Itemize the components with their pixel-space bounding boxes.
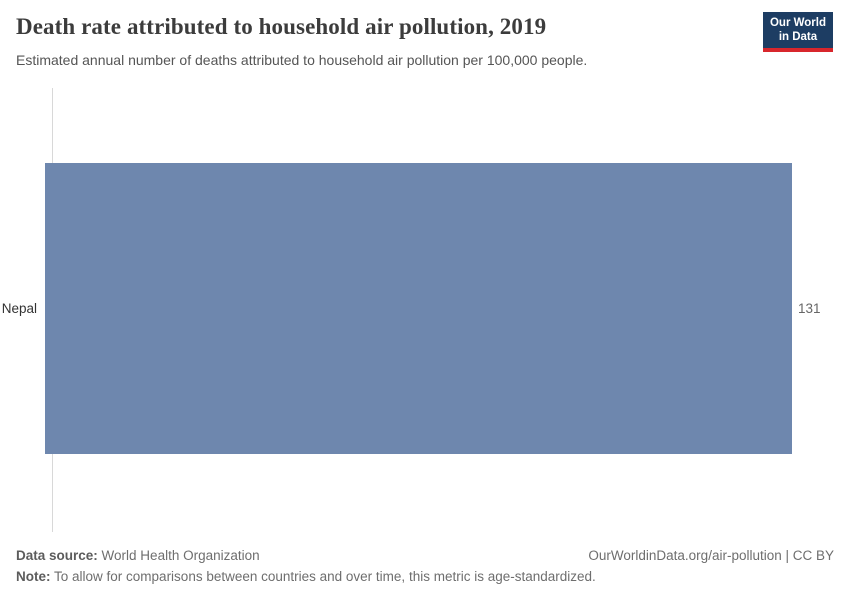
- data-source-value: World Health Organization: [101, 548, 260, 563]
- bar-track: [45, 163, 792, 454]
- note-value: To allow for comparisons between countri…: [54, 569, 596, 584]
- bar-nepal[interactable]: [45, 163, 792, 454]
- data-source-label: Data source:: [16, 548, 98, 563]
- bar-row: Nepal 131: [0, 163, 850, 454]
- footer-data-source: Data source: World Health Organization: [16, 548, 260, 563]
- owid-logo-line2: in Data: [778, 30, 818, 43]
- chart-plot-area: Nepal 131: [0, 88, 850, 532]
- chart-subtitle: Estimated annual number of deaths attrib…: [16, 52, 588, 68]
- attribution-link[interactable]: OurWorldinData.org/air-pollution | CC BY: [588, 548, 834, 563]
- bar-value-label: 131: [798, 301, 821, 316]
- page-title: Death rate attributed to household air p…: [16, 14, 547, 39]
- note-label: Note:: [16, 569, 51, 584]
- owid-logo[interactable]: Our World in Data: [762, 12, 833, 52]
- footer-note: Note: To allow for comparisons between c…: [16, 569, 596, 584]
- owid-logo-line1: Our World: [769, 17, 826, 29]
- entity-label-nepal: Nepal: [1, 301, 37, 316]
